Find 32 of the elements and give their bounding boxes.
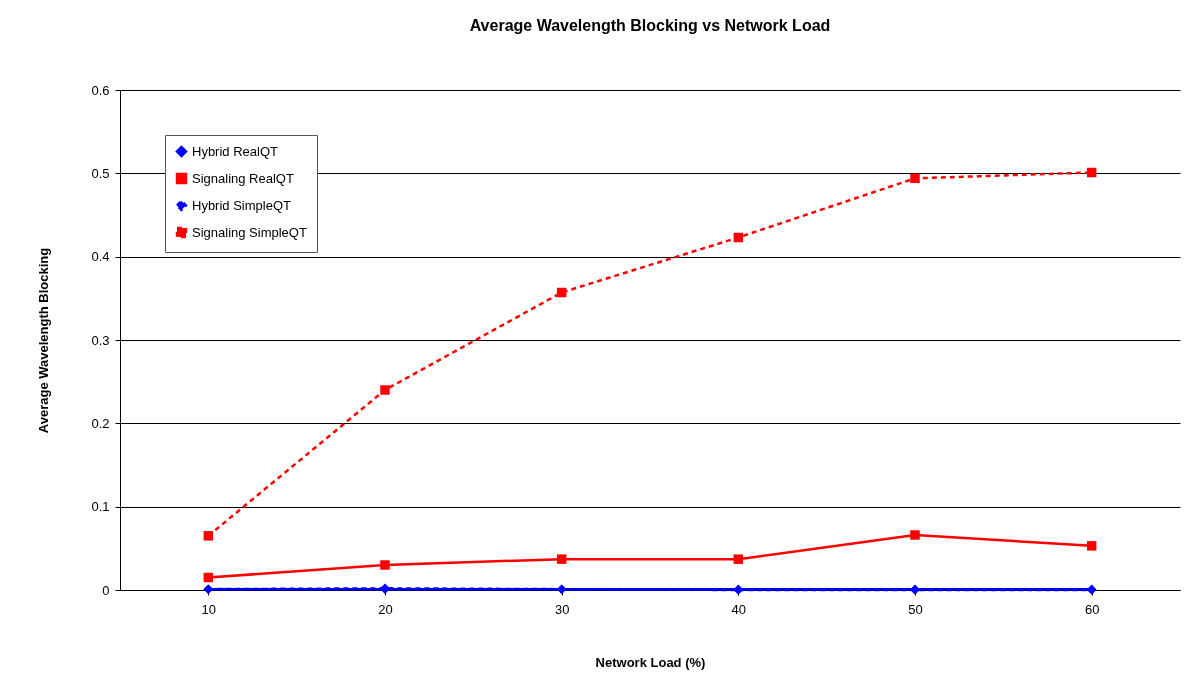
legend-label: Hybrid RealQT xyxy=(192,143,279,159)
y-tick-label: 0.5 xyxy=(91,165,110,181)
x-axis-title: Network Load (%) xyxy=(595,654,706,670)
y-tick-label: 0.2 xyxy=(91,415,110,431)
y-tick-label: 0.6 xyxy=(91,82,110,98)
x-tick-label: 40 xyxy=(731,601,747,617)
y-tick-label: 0.4 xyxy=(91,249,110,265)
point xyxy=(556,287,567,298)
point xyxy=(203,531,214,541)
x-tick-label: 20 xyxy=(378,601,393,617)
point xyxy=(556,554,567,564)
point xyxy=(733,554,744,564)
x-tick-label: 60 xyxy=(1084,601,1100,617)
point xyxy=(910,173,920,184)
x-tick-label: 10 xyxy=(201,601,217,617)
y-tick-label: 0.3 xyxy=(91,332,110,348)
legend-label: Signaling SimpleQT xyxy=(192,224,307,240)
legend-label: Hybrid SimpleQT xyxy=(192,197,292,213)
y-tick-label: 0.1 xyxy=(91,499,110,515)
point xyxy=(380,560,390,570)
chart-title: Average Wavelength Blocking vs Network Load xyxy=(469,17,831,34)
point xyxy=(733,232,744,243)
point xyxy=(1086,167,1097,178)
point xyxy=(203,572,214,583)
point xyxy=(910,530,920,540)
x-tick-label: 30 xyxy=(554,601,570,617)
x-tick-label: 50 xyxy=(908,601,923,617)
y-tick-label: 0 xyxy=(102,582,110,598)
point xyxy=(1086,541,1097,551)
y-axis-title: Average Wavelength Blocking xyxy=(36,247,52,434)
point xyxy=(380,385,390,395)
legend-label: Signaling RealQT xyxy=(192,170,294,186)
